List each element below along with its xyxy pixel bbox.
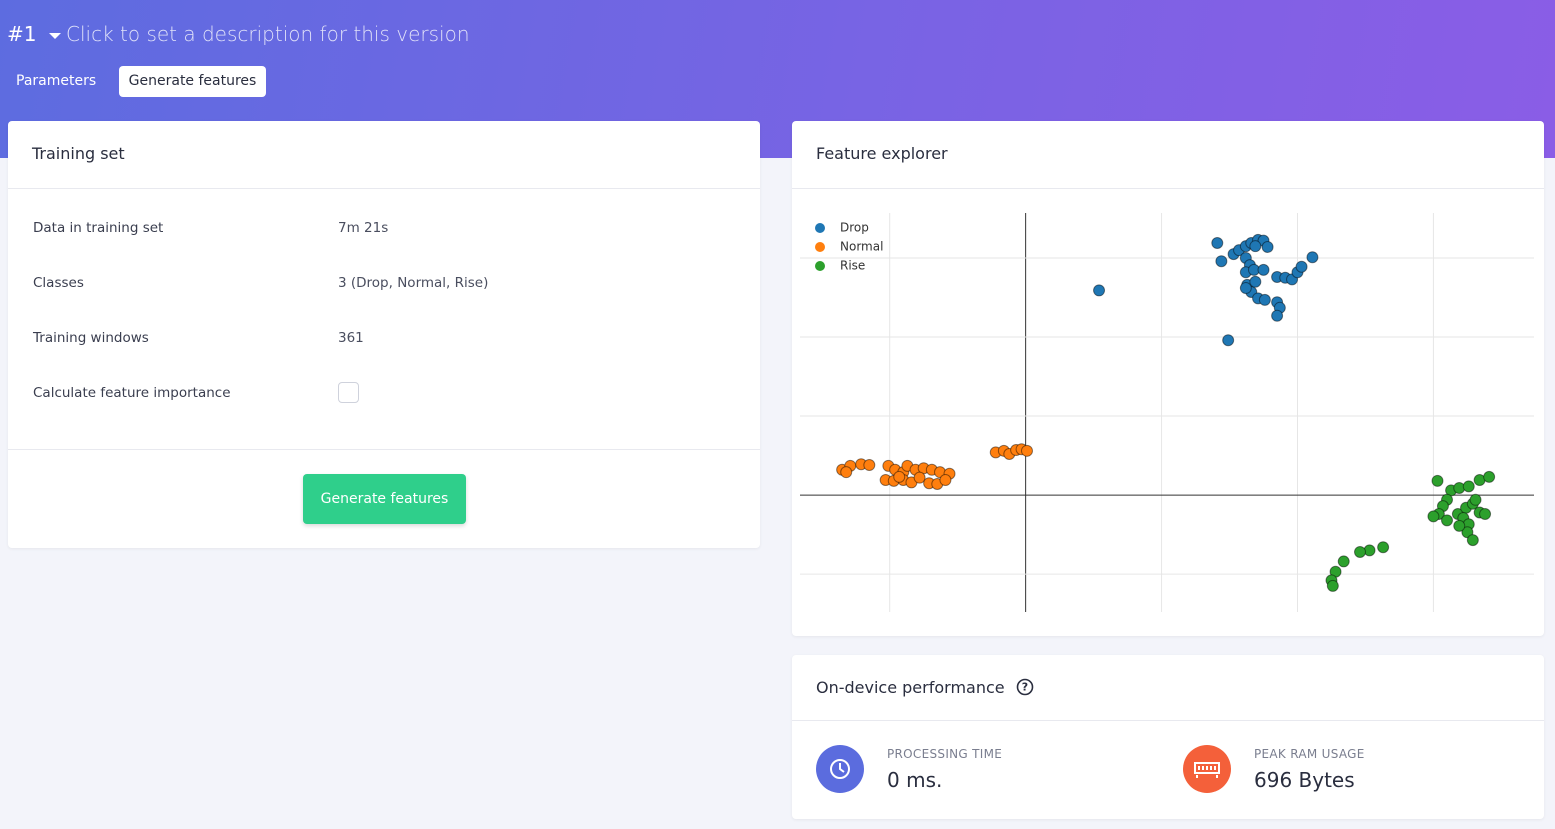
card-title: Training set — [32, 144, 125, 163]
version-selector[interactable]: #1 — [7, 22, 61, 46]
separator — [8, 449, 760, 450]
row-label: Data in training set — [33, 220, 164, 236]
metric-label: PROCESSING TIME — [887, 747, 1003, 761]
point — [840, 466, 853, 479]
checkbox[interactable] — [338, 382, 359, 403]
explorer-card: Feature explorer Drop Normal Rise — [792, 121, 1544, 636]
scatter-chart: Drop Normal Rise — [800, 213, 1534, 612]
row-label: Calculate feature importance — [33, 385, 231, 401]
caret — [48, 32, 61, 39]
legend-marker — [815, 242, 825, 252]
separator — [792, 720, 1544, 721]
title-text: On-device performance — [816, 678, 1005, 697]
help-icon[interactable]: ? — [1016, 678, 1034, 696]
point — [1239, 282, 1252, 295]
point — [1377, 541, 1390, 554]
point — [1469, 493, 1482, 506]
point — [1020, 444, 1033, 457]
point — [1261, 240, 1274, 253]
row-label: Training windows — [33, 330, 149, 346]
separator — [792, 188, 1544, 189]
generate-button[interactable]: Generate features — [303, 474, 466, 524]
row-value: 361 — [338, 330, 364, 346]
point — [1461, 526, 1474, 539]
point — [1295, 260, 1308, 273]
point — [1222, 334, 1235, 347]
point — [863, 459, 876, 472]
separator — [8, 188, 760, 189]
point — [1249, 240, 1262, 253]
point — [1431, 474, 1444, 487]
point — [1306, 251, 1319, 264]
tab[interactable]: Parameters — [16, 73, 97, 89]
svg-text:?: ? — [1022, 681, 1028, 694]
clock-icon — [816, 745, 864, 793]
point — [939, 474, 952, 487]
point — [1258, 293, 1271, 306]
point — [1337, 555, 1350, 568]
point — [1215, 255, 1228, 268]
point — [1453, 519, 1466, 532]
card-title: On-device performance ? — [816, 678, 1034, 697]
ram-icon — [1183, 745, 1231, 793]
metric-label: PEAK RAM USAGE — [1254, 747, 1365, 761]
point — [1271, 309, 1284, 322]
point — [1483, 470, 1496, 483]
point — [913, 471, 926, 484]
legend-marker — [815, 223, 825, 233]
legend-marker — [815, 261, 825, 271]
point — [1249, 275, 1262, 288]
row-value: 7m 21s — [338, 220, 389, 236]
description[interactable]: Click to set a description for this vers… — [66, 22, 470, 46]
point — [893, 470, 906, 483]
legend-label: Normal — [840, 240, 883, 254]
point — [1354, 545, 1367, 558]
point — [1211, 237, 1224, 250]
training-card: Training set Data in training set 7m 21s… — [8, 121, 760, 548]
metric-value: 0 ms. — [887, 768, 943, 792]
point — [1427, 510, 1440, 523]
point — [1326, 579, 1339, 592]
point — [1479, 508, 1492, 521]
point — [1257, 263, 1270, 276]
point — [1441, 514, 1454, 527]
metric-value: 696 Bytes — [1254, 768, 1355, 792]
point — [1093, 284, 1106, 297]
point — [1462, 480, 1475, 493]
version[interactable]: #1 — [7, 22, 37, 46]
legend-label: Drop — [840, 221, 869, 235]
row-label: Classes — [33, 275, 84, 291]
performance-card: On-device performance ? PROCESSING TIME … — [792, 655, 1544, 819]
legend-label: Rise — [840, 259, 865, 273]
card-title: Feature explorer — [816, 144, 948, 163]
tab-active[interactable]: Generate features — [119, 66, 266, 97]
point — [1466, 534, 1479, 547]
row-value: 3 (Drop, Normal, Rise) — [338, 275, 489, 291]
